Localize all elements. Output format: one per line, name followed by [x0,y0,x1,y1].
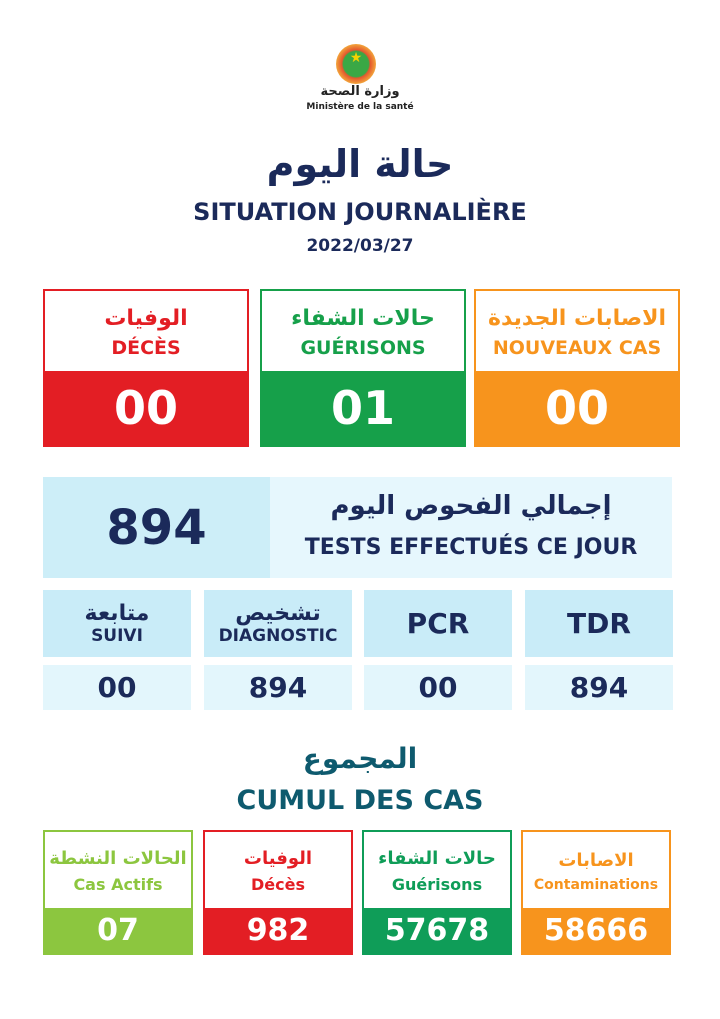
daily-value: 00 [45,371,247,445]
cumul-card: الحالات النشطة Cas Actifs 07 [43,830,193,955]
test-type-card: TDR 894 [525,590,673,710]
test-type-card: متابعة SUIVI 00 [43,590,191,710]
cumul-card: حالات الشفاء Guérisons 57678 [362,830,512,955]
cumul-title-fr: CUMUL DES CAS [236,785,484,816]
daily-label-fr: NOUVEAUX CAS [492,336,662,359]
cumul-card: الوفيات Décès 982 [203,830,353,955]
title-ar: حالة اليوم [266,142,454,186]
test-type-label-fr: DIAGNOSTIC [218,626,338,646]
cumul-value: 07 [45,908,191,953]
daily-value: 01 [262,371,464,445]
test-type-card: تشخيص DIAGNOSTIC 894 [204,590,352,710]
daily-label-ar: حالات الشفاء [291,305,435,331]
daily-label-fr: GUÉRISONS [300,336,426,359]
cumul-label-fr: Contaminations [533,876,659,893]
tests-total-value: 894 [43,477,270,578]
test-type-value: 894 [204,665,352,710]
cumul-card: الاصابات Contaminations 58666 [521,830,671,955]
daily-card: الاصابات الجديدة NOUVEAUX CAS 00 [474,289,680,447]
cumul-label-ar: الحالات النشطة [49,848,187,869]
tests-total-panel: 894 إجمالي الفحوص اليوم TESTS EFFECTUÉS … [43,477,672,578]
test-type-label-fr: SUIVI [91,626,143,646]
ministry-name-ar: وزارة الصحة [320,84,400,99]
tests-label-ar: إجمالي الفحوص اليوم [330,491,612,521]
cumul-label-ar: الوفيات [243,848,313,869]
cumul-title-ar: المجموع [302,742,418,775]
cumul-label-ar: الاصابات [558,849,634,871]
cumul-label-fr: Cas Actifs [73,875,163,894]
cumul-value: 58666 [523,908,669,953]
title-fr: SITUATION JOURNALIÈRE [193,198,527,226]
daily-value: 00 [476,371,678,445]
daily-card: حالات الشفاء GUÉRISONS 01 [260,289,466,447]
cumul-label-ar: حالات الشفاء [378,848,496,869]
ministry-emblem-logo: ★ [336,44,376,84]
cumul-value: 57678 [364,908,510,953]
daily-label-fr: DÉCÈS [111,336,181,359]
cumul-value: 982 [205,908,351,953]
tests-label-fr: TESTS EFFECTUÉS CE JOUR [304,535,638,560]
test-type-label-ar: تشخيص [235,601,321,626]
cumul-label-fr: Guérisons [391,875,483,894]
test-type-card: PCR 00 [364,590,512,710]
ministry-name-fr: Ministère de la santé [306,102,414,112]
daily-label-ar: الوفيات [104,305,188,331]
report-date: 2022/03/27 [306,236,414,256]
daily-card: الوفيات DÉCÈS 00 [43,289,249,447]
test-type-label-fr: TDR [567,607,631,640]
test-type-label-ar: متابعة [84,601,150,626]
cumul-label-fr: Décès [251,875,305,894]
test-type-value: 00 [43,665,191,710]
test-type-value: 894 [525,665,673,710]
daily-label-ar: الاصابات الجديدة [487,305,667,331]
test-type-label-fr: PCR [406,607,470,640]
test-type-value: 00 [364,665,512,710]
